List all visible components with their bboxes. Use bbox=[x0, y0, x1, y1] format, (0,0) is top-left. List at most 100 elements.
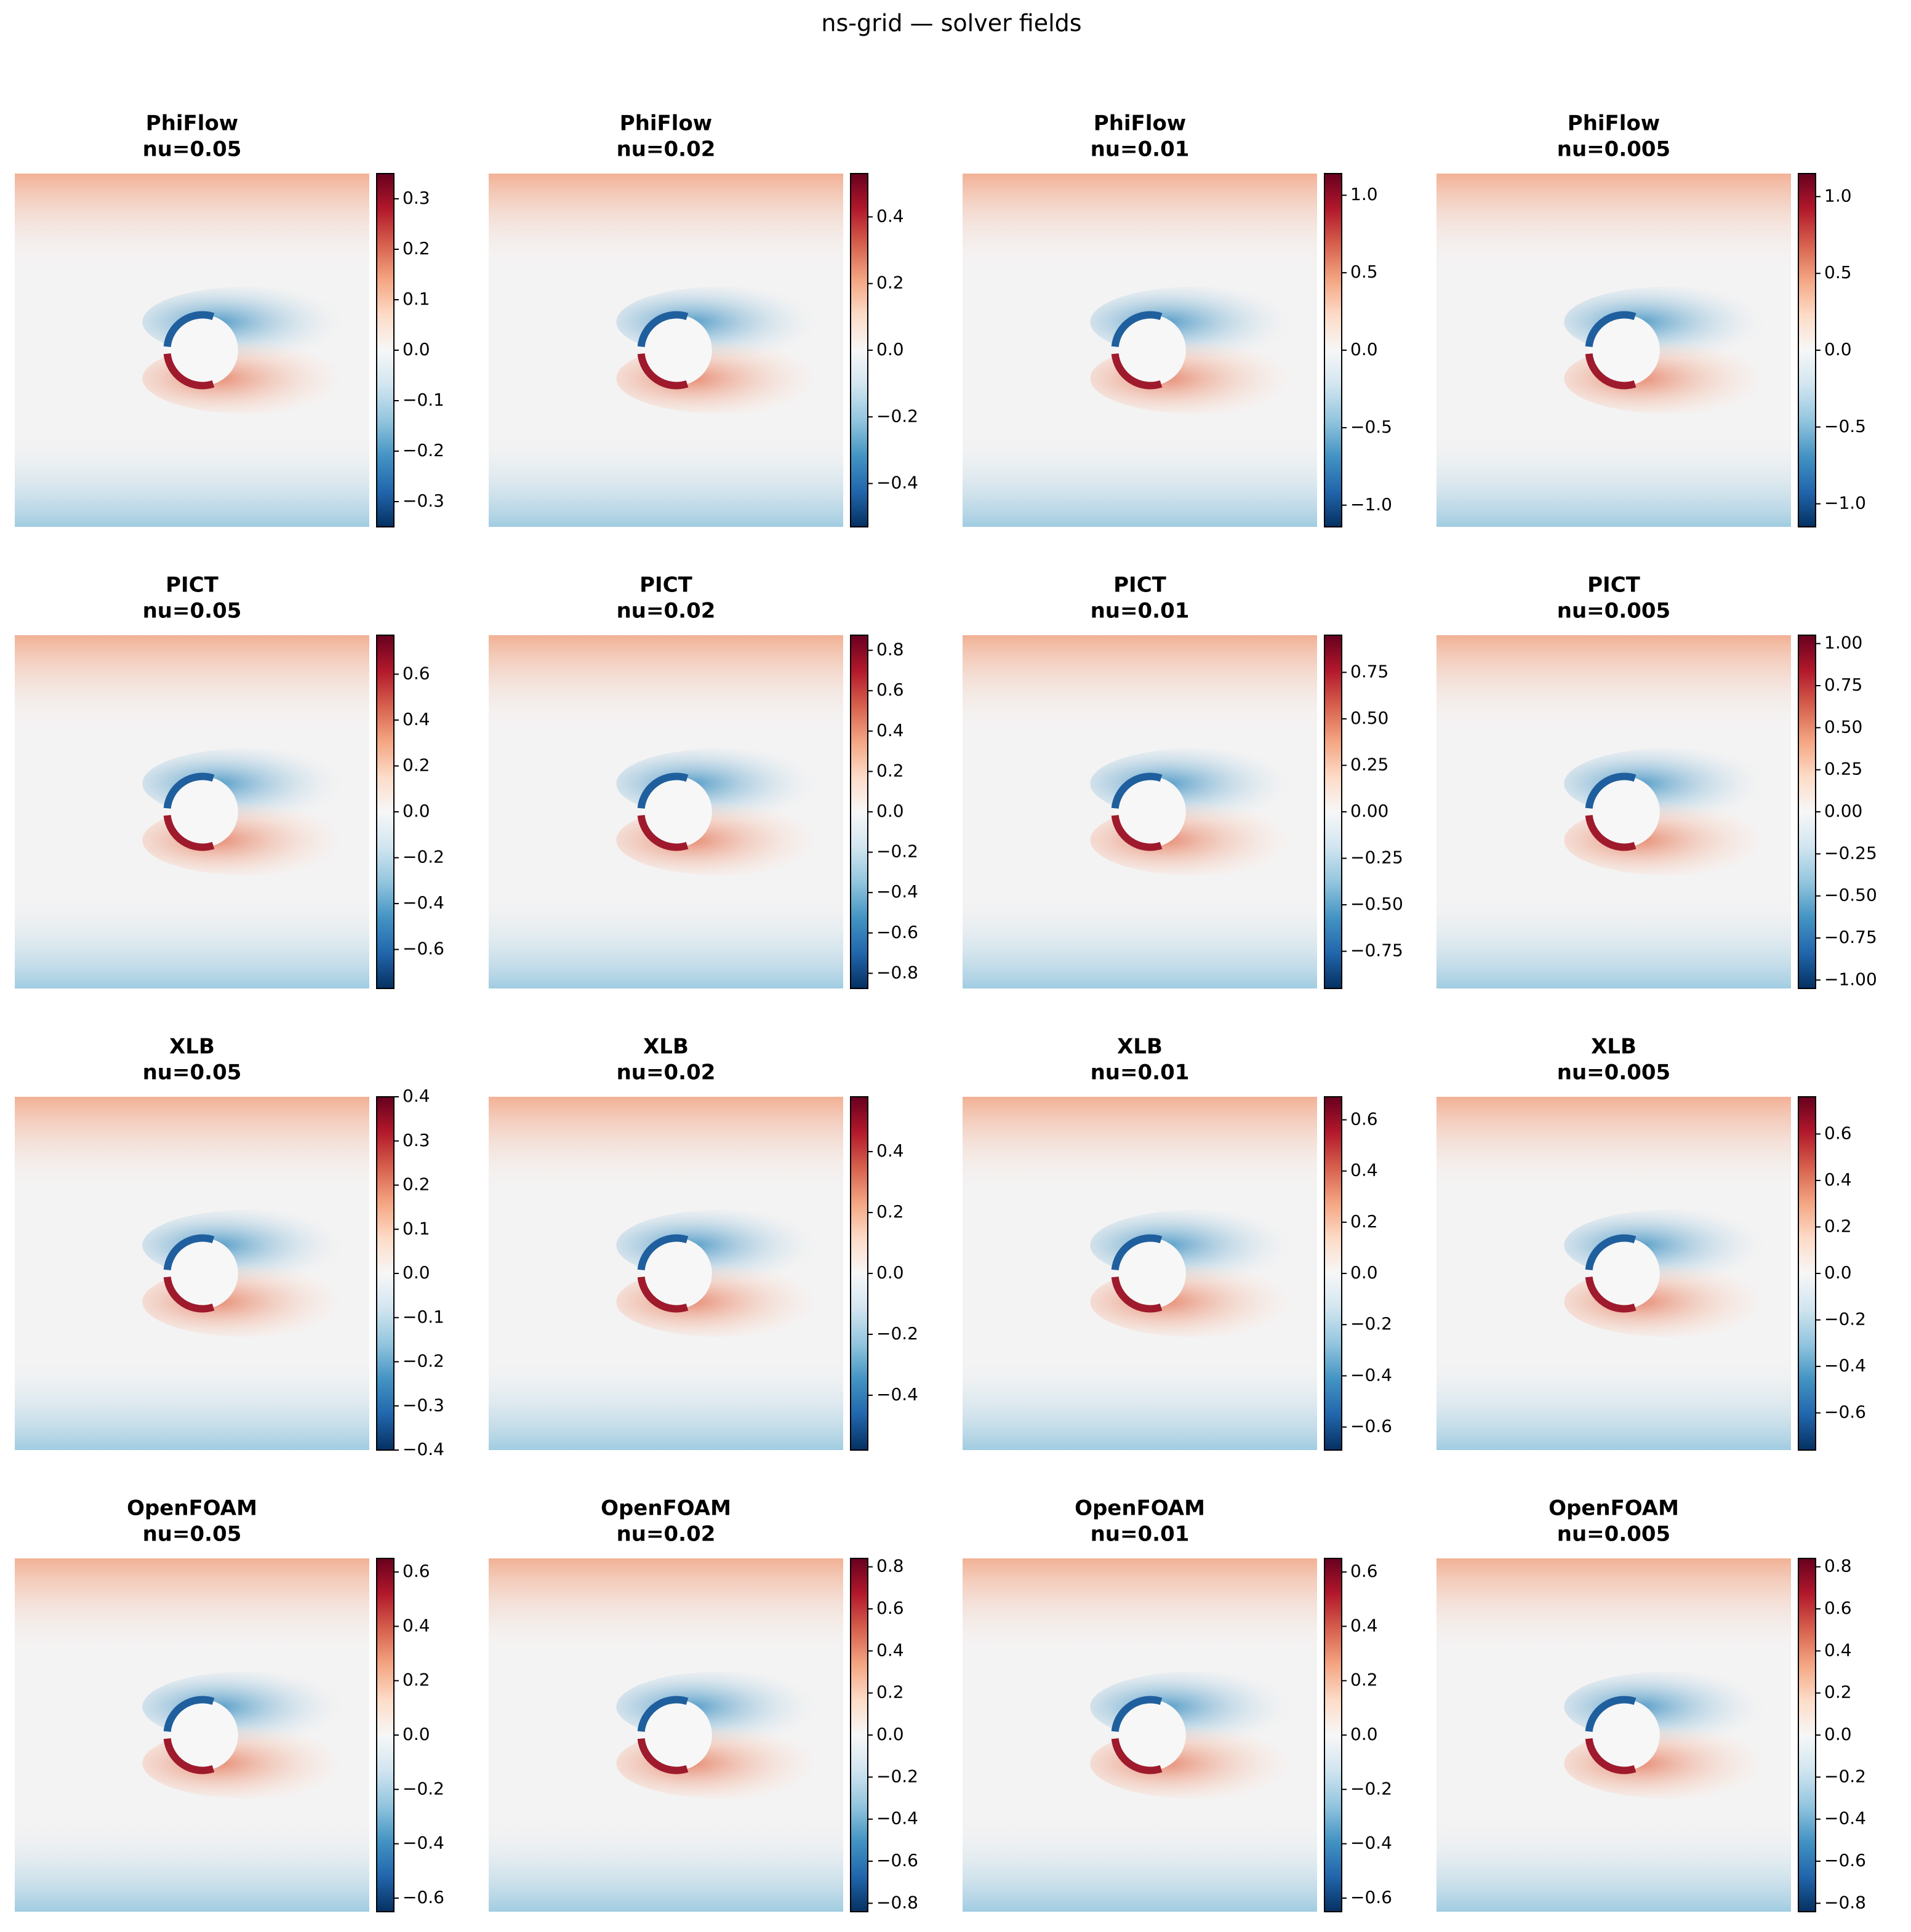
field-bottom-band bbox=[963, 1351, 1317, 1450]
cylinder-edge-upper bbox=[1585, 311, 1637, 348]
colorbar-tick-label: −0.50 bbox=[1350, 894, 1403, 914]
colorbar-tick-label: 0.2 bbox=[876, 1682, 904, 1702]
colorbar-tick-label: −0.2 bbox=[1350, 1778, 1392, 1798]
colorbar-tick-label: −0.1 bbox=[403, 1307, 444, 1327]
colorbar-tick-label: 0.3 bbox=[403, 1130, 430, 1150]
colorbar bbox=[1798, 635, 1816, 989]
field-bottom-band bbox=[489, 889, 843, 988]
colorbar-tick-label: 0.0 bbox=[876, 1724, 904, 1744]
colorbar-tick-label: −0.4 bbox=[1350, 1833, 1392, 1853]
colorbar bbox=[376, 1558, 395, 1912]
colorbar-tick-label: 0.0 bbox=[1350, 1262, 1378, 1283]
colorbar-tick-label: −0.6 bbox=[1824, 1402, 1866, 1422]
colorbar-tick-label: 0.6 bbox=[1824, 1598, 1852, 1618]
cylinder bbox=[167, 1238, 238, 1309]
subplot-subtitle: nu=0.05 bbox=[143, 137, 242, 162]
cylinder-edge-upper bbox=[1111, 311, 1163, 348]
field-top-band bbox=[963, 1558, 1317, 1657]
colorbar-tick-label: −0.2 bbox=[876, 841, 918, 862]
field-bottom-band bbox=[963, 889, 1317, 988]
colorbar-tick-label: 0.0 bbox=[1350, 1724, 1378, 1744]
colorbar-tick-label: 0.4 bbox=[876, 720, 904, 740]
colorbar-tick-label: −0.6 bbox=[403, 1887, 444, 1907]
colorbar-tick-label: 0.6 bbox=[403, 1561, 430, 1581]
colorbar-tick-label: −1.0 bbox=[1824, 493, 1866, 513]
subplot-title: XLB bbox=[1591, 1035, 1637, 1059]
colorbar-tick-label: 0.1 bbox=[403, 289, 430, 309]
cylinder-edge-lower bbox=[637, 353, 689, 390]
field-bottom-band bbox=[15, 428, 369, 527]
field-top-band bbox=[489, 1097, 843, 1196]
colorbar-tick-label: 0.2 bbox=[403, 1174, 430, 1195]
cylinder-edge-lower bbox=[163, 1738, 215, 1774]
cylinder-edge-upper bbox=[637, 1234, 689, 1271]
colorbar bbox=[1798, 173, 1816, 527]
colorbar-tick-label: 0.8 bbox=[1824, 1556, 1852, 1576]
colorbar-tick-label: 0.0 bbox=[1350, 339, 1378, 359]
subplot-subtitle: nu=0.005 bbox=[1557, 1060, 1670, 1085]
cylinder bbox=[1588, 1238, 1660, 1309]
colorbar-tick-label: −0.2 bbox=[876, 1766, 918, 1786]
colorbar-tick-label: −0.2 bbox=[403, 440, 444, 460]
colorbar-tick-label: 0.2 bbox=[1824, 1216, 1852, 1236]
colorbar bbox=[850, 1558, 868, 1912]
colorbar-tick-label: 0.6 bbox=[876, 679, 904, 700]
colorbar-tick-label: 0.0 bbox=[1824, 339, 1852, 359]
cylinder-edge-lower bbox=[163, 353, 215, 390]
colorbar-tick-label: −0.2 bbox=[876, 1323, 918, 1344]
field-top-band bbox=[489, 174, 843, 273]
field-bottom-band bbox=[489, 1351, 843, 1450]
colorbar-tick-label: −0.75 bbox=[1824, 927, 1877, 947]
colorbar-tick-label: 0.0 bbox=[876, 339, 904, 359]
colorbar-tick-label: 0.5 bbox=[1824, 262, 1852, 283]
subplot-title: PhiFlow bbox=[1568, 111, 1660, 136]
subplot-subtitle: nu=0.05 bbox=[143, 1060, 242, 1085]
colorbar bbox=[376, 635, 395, 989]
subplot-subtitle: nu=0.05 bbox=[143, 599, 242, 623]
subplot-title: XLB bbox=[169, 1035, 215, 1059]
colorbar-tick-label: 0.6 bbox=[403, 663, 430, 683]
subplot-subtitle: nu=0.01 bbox=[1091, 1060, 1190, 1085]
cylinder-edge-upper bbox=[637, 772, 689, 809]
field-bottom-band bbox=[15, 1813, 369, 1912]
cylinder-edge-lower bbox=[1111, 814, 1163, 851]
subplot-title: OpenFOAM bbox=[1075, 1496, 1205, 1521]
field-top-band bbox=[15, 1097, 369, 1196]
subplot-title: PhiFlow bbox=[620, 111, 712, 136]
subplot-title: PhiFlow bbox=[1094, 111, 1186, 136]
colorbar-tick-label: −0.25 bbox=[1824, 843, 1877, 863]
colorbar bbox=[1324, 173, 1342, 527]
cylinder-edge-upper bbox=[163, 772, 215, 809]
colorbar-tick-label: 0.2 bbox=[403, 1670, 430, 1690]
field-top-band bbox=[15, 174, 369, 273]
cylinder bbox=[1588, 1699, 1660, 1771]
colorbar-tick-label: −0.6 bbox=[876, 1850, 918, 1870]
field-bottom-band bbox=[1436, 1813, 1791, 1912]
colorbar-tick-label: −0.8 bbox=[876, 1892, 918, 1912]
cylinder bbox=[1115, 315, 1186, 386]
field-top-band bbox=[963, 174, 1317, 273]
subplot-subtitle: nu=0.01 bbox=[1091, 599, 1190, 623]
colorbar-tick-label: 0.0 bbox=[403, 801, 430, 821]
cylinder-edge-lower bbox=[1111, 353, 1163, 390]
cylinder-edge-lower bbox=[163, 814, 215, 851]
colorbar-tick-label: 0.2 bbox=[876, 1201, 904, 1222]
colorbar-tick-label: 0.6 bbox=[1350, 1108, 1378, 1129]
colorbar-tick-label: 0.0 bbox=[1824, 1262, 1852, 1283]
colorbar-tick-label: 0.50 bbox=[1824, 716, 1862, 737]
field-bottom-band bbox=[1436, 889, 1791, 988]
subplot-title: OpenFOAM bbox=[1548, 1496, 1679, 1521]
subplot-subtitle: nu=0.02 bbox=[617, 1060, 716, 1085]
colorbar-tick-label: −0.4 bbox=[876, 473, 918, 493]
colorbar-tick-label: −0.4 bbox=[403, 892, 444, 913]
field-top-band bbox=[489, 1558, 843, 1657]
colorbar bbox=[376, 1096, 395, 1451]
colorbar bbox=[850, 173, 868, 527]
colorbar-tick-label: −1.0 bbox=[1350, 494, 1392, 515]
colorbar-tick-label: −0.6 bbox=[876, 922, 918, 942]
colorbar-tick-label: 0.00 bbox=[1824, 801, 1862, 821]
